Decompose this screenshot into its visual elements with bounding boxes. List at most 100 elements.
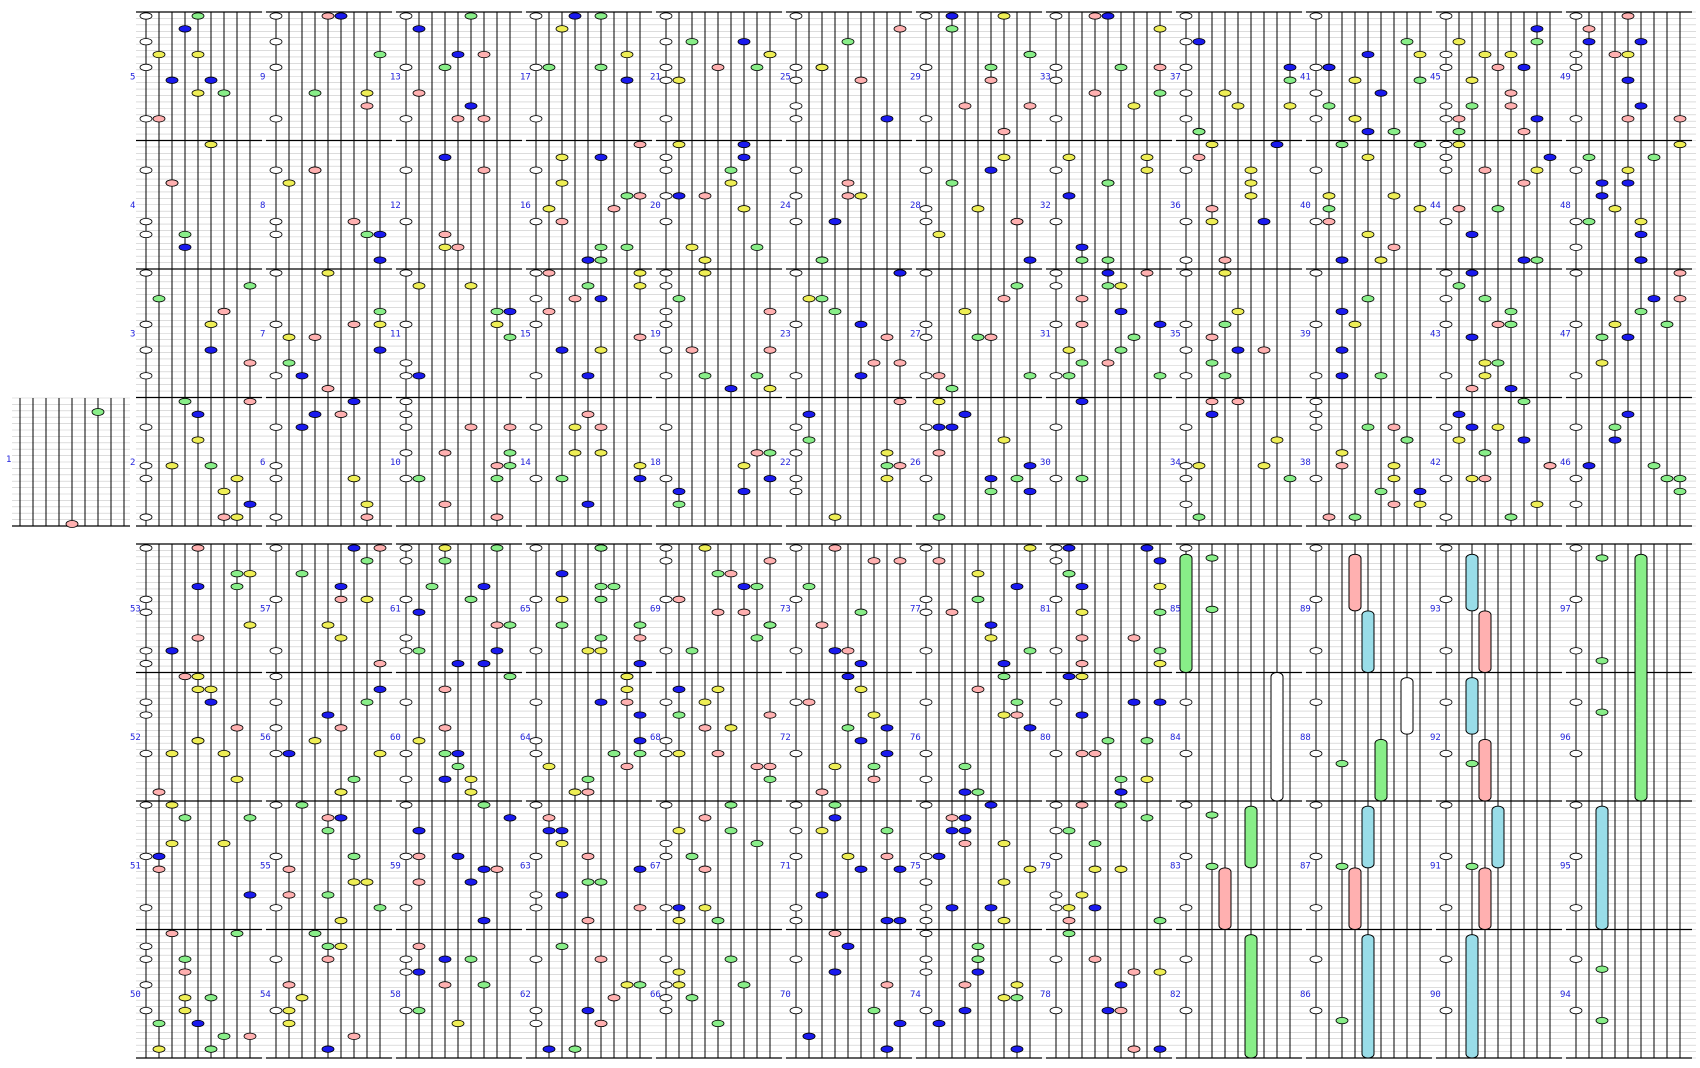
note-white[interactable] [1569,243,1583,251]
note-green[interactable] [581,878,595,886]
note-yellow[interactable] [1608,205,1622,213]
note-blue[interactable] [672,192,686,200]
note-pink[interactable] [152,865,166,873]
note-yellow[interactable] [243,621,257,629]
note-pink[interactable] [334,724,348,732]
note-green[interactable] [1153,372,1167,380]
note-yellow[interactable] [1127,102,1141,110]
note-pink[interactable] [490,865,504,873]
note-green[interactable] [1205,554,1219,562]
note-white[interactable] [919,423,933,431]
note-yellow[interactable] [373,320,387,328]
note-blue[interactable] [958,1006,972,1015]
note-green[interactable] [880,827,894,835]
note-yellow[interactable] [191,50,205,59]
note-yellow[interactable] [620,50,634,59]
note-pink[interactable] [893,359,907,367]
note-blue[interactable] [984,474,998,483]
note-yellow[interactable] [1153,582,1167,591]
note-yellow[interactable] [1387,462,1401,470]
note-blue[interactable] [204,698,218,706]
note-white[interactable] [1439,140,1453,149]
note-green[interactable] [1582,153,1596,161]
note-white[interactable] [789,544,803,552]
note-white[interactable] [659,218,673,226]
note-white[interactable] [789,192,803,200]
note-white[interactable] [919,205,933,213]
note-yellow[interactable] [165,462,179,470]
note-white[interactable] [1309,801,1323,809]
note-green[interactable] [191,12,205,20]
note-white[interactable] [659,801,673,809]
note-pink[interactable] [724,570,738,578]
note-yellow[interactable] [1348,320,1362,328]
note-white[interactable] [529,891,543,899]
note-green[interactable] [373,50,387,59]
note-green[interactable] [724,955,738,963]
note-yellow[interactable] [867,711,881,719]
note-white[interactable] [1179,38,1193,46]
note-blue[interactable] [854,737,868,745]
note-blue[interactable] [451,50,465,59]
note-pink[interactable] [1322,218,1336,226]
note-green[interactable] [854,608,868,616]
note-white[interactable] [139,12,153,20]
note-blue[interactable] [1010,582,1024,591]
note-blue[interactable] [1231,346,1245,354]
note-pink[interactable] [633,140,647,149]
note-white[interactable] [1179,1006,1193,1015]
note-pink[interactable] [1101,359,1115,367]
note-pink[interactable] [373,660,387,668]
note-white[interactable] [919,544,933,552]
note-white[interactable] [399,63,413,72]
note-white[interactable] [789,917,803,925]
cyan-note[interactable] [1491,805,1505,869]
note-green[interactable] [1101,179,1115,187]
note-green[interactable] [1634,307,1648,316]
note-pink[interactable] [750,762,764,771]
note-white[interactable] [139,372,153,380]
note-yellow[interactable] [568,423,582,431]
note-yellow[interactable] [191,89,205,97]
note-white[interactable] [1569,500,1583,508]
note-pink[interactable] [503,423,517,431]
note-blue[interactable] [1647,295,1661,303]
note-blue[interactable] [1101,1006,1115,1015]
note-pink[interactable] [1088,89,1102,97]
note-yellow[interactable] [555,25,569,33]
note-pink[interactable] [763,346,777,354]
note-white[interactable] [399,904,413,912]
note-white[interactable] [659,282,673,290]
note-yellow[interactable] [1088,865,1102,873]
note-pink[interactable] [1010,218,1024,226]
note-white[interactable] [789,269,803,277]
note-blue[interactable] [1270,140,1284,149]
note-pink[interactable] [1387,500,1401,508]
note-green[interactable] [594,63,608,72]
note-pink[interactable] [1088,955,1102,963]
note-blue[interactable] [451,749,465,758]
note-white[interactable] [1309,269,1323,277]
note-green[interactable] [1153,89,1167,97]
note-white[interactable] [399,474,413,483]
note-pink[interactable] [880,333,894,341]
note-yellow[interactable] [672,140,686,149]
note-white[interactable] [1309,166,1323,174]
note-pink[interactable] [1075,320,1089,328]
note-blue[interactable] [594,295,608,303]
note-blue[interactable] [204,76,218,84]
note-green[interactable] [1647,153,1661,161]
note-green[interactable] [1348,513,1362,521]
note-yellow[interactable] [672,749,686,758]
note-white[interactable] [1049,76,1063,84]
note-white[interactable] [659,153,673,161]
note-white[interactable] [1309,63,1323,72]
note-white[interactable] [139,981,153,989]
note-green[interactable] [763,449,777,457]
note-green[interactable] [828,801,842,809]
note-yellow[interactable] [542,762,556,771]
note-white[interactable] [919,852,933,861]
note-pink[interactable] [607,205,621,213]
note-white[interactable] [529,1006,543,1015]
note-green[interactable] [633,749,647,758]
